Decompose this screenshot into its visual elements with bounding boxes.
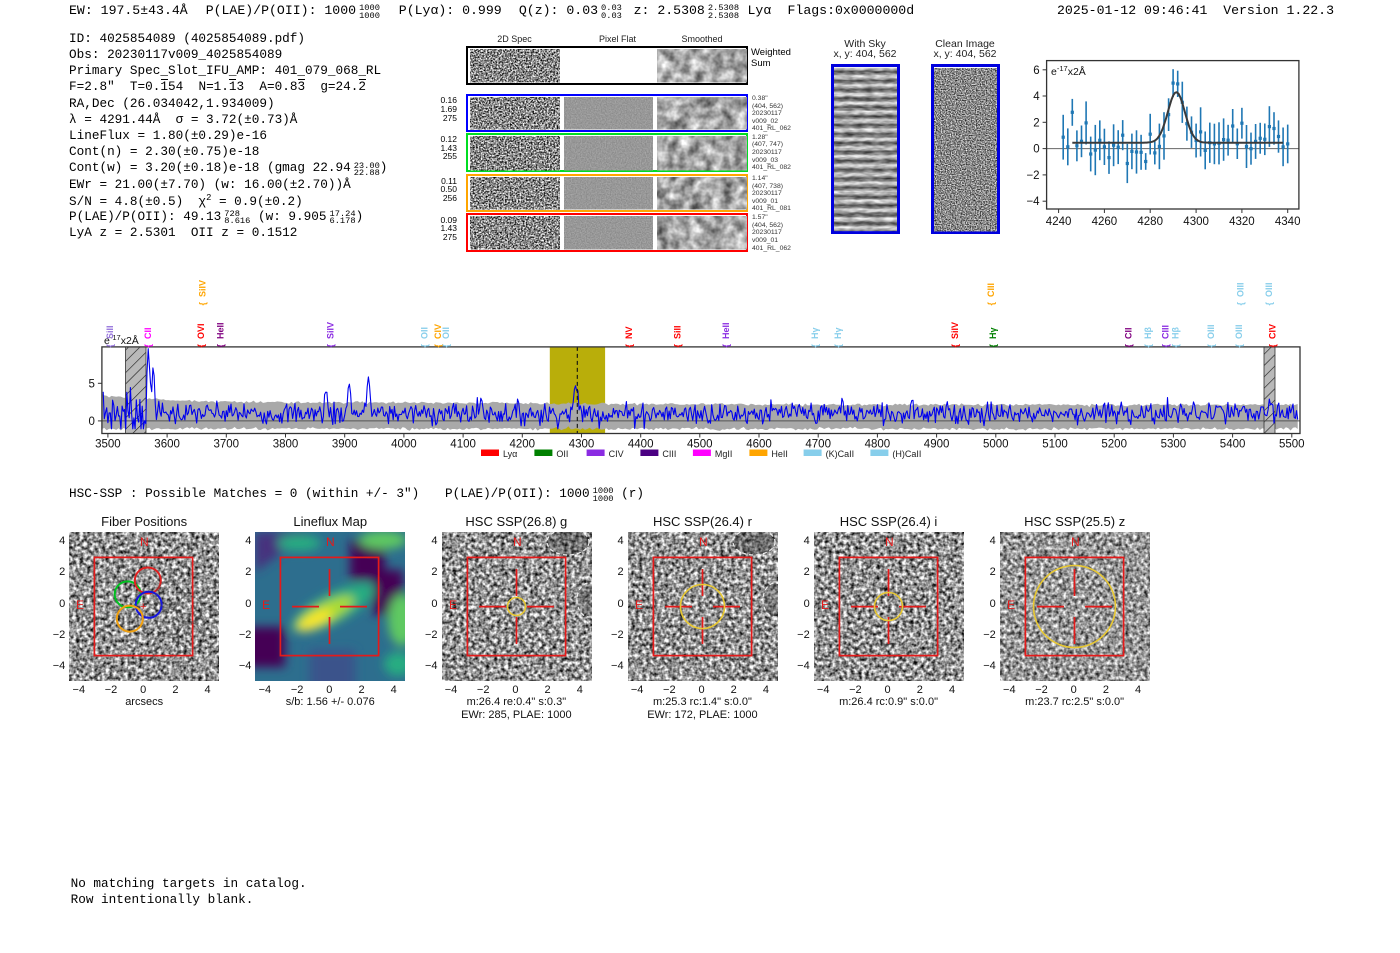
svg-text:4400: 4400 xyxy=(628,439,654,451)
svg-text:{ OIII: { OIII xyxy=(1234,324,1244,347)
svg-text:(H)CaII: (H)CaII xyxy=(892,449,921,459)
svg-text:{ CIV: { CIV xyxy=(433,324,443,348)
svg-text:e-17x2Å: e-17x2Å xyxy=(1051,64,1086,79)
svg-text:{ Hγ: { Hγ xyxy=(810,327,820,347)
svg-text:4320: 4320 xyxy=(1229,216,1255,228)
svg-text:Lyα: Lyα xyxy=(503,449,517,459)
svg-text:{ NV: { NV xyxy=(624,326,634,347)
svg-text:OII: OII xyxy=(556,449,568,459)
svg-text:{ SiIV: { SiIV xyxy=(325,322,335,348)
svg-text:4800: 4800 xyxy=(865,439,891,451)
svg-text:6: 6 xyxy=(1033,65,1039,77)
svg-text:4340: 4340 xyxy=(1275,216,1301,228)
svg-text:−4: −4 xyxy=(1026,196,1040,208)
svg-text:E: E xyxy=(76,598,84,612)
svg-text:0: 0 xyxy=(1033,144,1039,156)
svg-text:{ SiII: { SiII xyxy=(105,325,115,347)
svg-text:{ OII: { OII xyxy=(419,327,429,348)
svg-text:3500: 3500 xyxy=(95,439,121,451)
svg-text:{ SiIV: { SiIV xyxy=(950,322,960,348)
svg-text:{ CII: { CII xyxy=(1124,327,1134,347)
svg-text:E: E xyxy=(1007,598,1015,612)
svg-text:5200: 5200 xyxy=(1101,439,1127,451)
svg-text:4900: 4900 xyxy=(924,439,950,451)
svg-text:5: 5 xyxy=(88,378,94,390)
svg-text:E: E xyxy=(262,598,270,612)
svg-text:5500: 5500 xyxy=(1279,439,1305,451)
svg-text:3900: 3900 xyxy=(332,439,358,451)
svg-text:4100: 4100 xyxy=(450,439,476,451)
svg-text:{ SiII: { SiII xyxy=(672,325,682,347)
svg-text:{ Hγ: { Hγ xyxy=(988,327,998,347)
svg-text:MgII: MgII xyxy=(715,449,733,459)
svg-text:4260: 4260 xyxy=(1092,216,1118,228)
svg-text:{ Hβ: { Hβ xyxy=(1143,326,1153,347)
svg-text:{ HeII: { HeII xyxy=(721,322,731,347)
svg-text:E: E xyxy=(821,598,829,612)
svg-text:4600: 4600 xyxy=(746,439,772,451)
svg-text:{ CIII: { CIII xyxy=(986,283,996,306)
svg-text:E: E xyxy=(449,598,457,612)
svg-text:2: 2 xyxy=(1033,117,1039,129)
svg-text:3800: 3800 xyxy=(273,439,299,451)
svg-text:{ Hβ: { Hβ xyxy=(1170,326,1180,347)
svg-text:{ OII: { OII xyxy=(441,327,451,348)
svg-text:N: N xyxy=(326,535,335,549)
svg-text:{ CIII: { CIII xyxy=(1160,325,1170,348)
svg-text:+: + xyxy=(140,601,146,613)
svg-text:N: N xyxy=(699,535,708,549)
svg-text:5400: 5400 xyxy=(1220,439,1246,451)
svg-text:{ OIII: { OIII xyxy=(1236,282,1246,305)
svg-text:{ OIII: { OIII xyxy=(1264,282,1274,305)
svg-text:4700: 4700 xyxy=(805,439,831,451)
svg-text:CIII: CIII xyxy=(662,449,676,459)
svg-text:E: E xyxy=(635,598,643,612)
svg-text:{ HeII: { HeII xyxy=(215,322,225,347)
svg-text:5000: 5000 xyxy=(983,439,1009,451)
svg-text:−2: −2 xyxy=(1026,170,1039,182)
svg-text:{ OVI: { OVI xyxy=(196,323,206,347)
svg-text:4280: 4280 xyxy=(1137,216,1163,228)
svg-text:N: N xyxy=(513,535,522,549)
svg-text:4240: 4240 xyxy=(1046,216,1072,228)
svg-text:HeII: HeII xyxy=(771,449,788,459)
svg-text:5300: 5300 xyxy=(1161,439,1187,451)
svg-text:{ CII: { CII xyxy=(143,327,153,347)
svg-text:N: N xyxy=(885,535,894,549)
svg-text:4300: 4300 xyxy=(569,439,595,451)
svg-text:4300: 4300 xyxy=(1183,216,1209,228)
svg-text:{ Hγ: { Hγ xyxy=(833,327,843,347)
svg-text:N: N xyxy=(1071,535,1080,549)
svg-text:{ OIII: { OIII xyxy=(1206,324,1216,347)
svg-text:3700: 3700 xyxy=(214,439,240,451)
svg-text:4500: 4500 xyxy=(687,439,713,451)
svg-text:0: 0 xyxy=(88,416,94,428)
svg-text:5100: 5100 xyxy=(1042,439,1068,451)
svg-text:N: N xyxy=(140,535,149,549)
svg-text:CIV: CIV xyxy=(609,449,624,459)
svg-text:{ SiIV: { SiIV xyxy=(198,280,208,306)
svg-text:4: 4 xyxy=(1033,91,1040,103)
svg-text:4200: 4200 xyxy=(510,439,536,451)
svg-text:(K)CaII: (K)CaII xyxy=(826,449,855,459)
svg-text:4000: 4000 xyxy=(391,439,417,451)
svg-text:3600: 3600 xyxy=(154,439,180,451)
svg-text:{ CIV: { CIV xyxy=(1268,324,1278,348)
